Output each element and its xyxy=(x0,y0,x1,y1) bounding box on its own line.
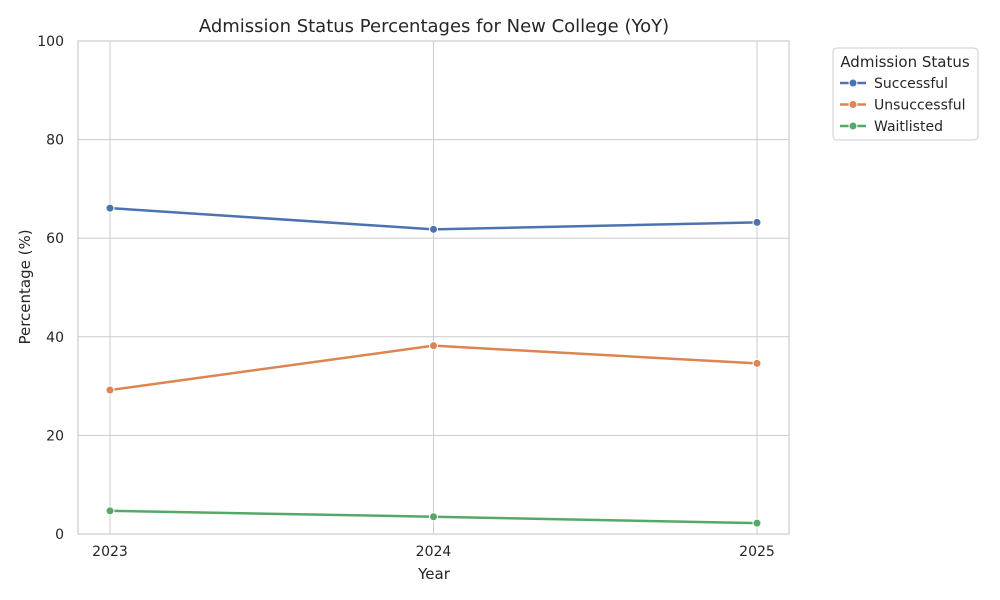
legend-label: Successful xyxy=(874,76,948,92)
x-axis-label: Year xyxy=(417,565,451,583)
y-tick-label: 0 xyxy=(55,527,64,543)
chart-title: Admission Status Percentages for New Col… xyxy=(199,16,669,37)
x-tick-label: 2024 xyxy=(416,544,452,560)
data-point xyxy=(429,512,438,522)
legend-entries: Successful Unsuccessful Waitlisted xyxy=(840,76,966,135)
y-tick-label: 60 xyxy=(46,231,64,247)
y-tick-label: 100 xyxy=(37,34,64,50)
data-point xyxy=(752,358,762,368)
data-point xyxy=(105,385,115,395)
y-axis-label: Percentage (%) xyxy=(16,229,34,344)
data-point xyxy=(752,518,762,528)
legend-title: Admission Status xyxy=(840,53,970,71)
tick-layer: 0 20 40 60 80 100 2023 2024 2025 xyxy=(37,34,775,560)
legend-marker xyxy=(848,121,858,131)
legend-label: Unsuccessful xyxy=(874,98,966,114)
data-point xyxy=(105,506,115,516)
legend-marker xyxy=(848,100,858,109)
legend: Admission Status Successful Unsuccessful W… xyxy=(832,47,979,141)
legend-entry-unsuccessful: Unsuccessful xyxy=(840,98,966,114)
y-tick-label: 80 xyxy=(46,133,64,149)
series-successful xyxy=(105,203,762,234)
legend-entry-successful: Successful xyxy=(840,76,948,92)
data-point xyxy=(752,217,762,227)
series-waitlisted xyxy=(105,506,762,528)
y-tick-label: 40 xyxy=(46,330,64,346)
series-layer xyxy=(105,203,762,528)
data-point xyxy=(105,203,115,213)
series-unsuccessful xyxy=(105,341,762,395)
legend-box xyxy=(832,47,979,141)
x-tick-label: 2023 xyxy=(92,544,128,560)
legend-entry-waitlisted: Waitlisted xyxy=(840,119,943,135)
legend-label: Waitlisted xyxy=(874,119,943,135)
y-tick-label: 20 xyxy=(46,428,64,444)
x-tick-label: 2025 xyxy=(739,544,775,560)
data-point xyxy=(429,341,438,351)
legend-marker xyxy=(848,78,858,88)
grid-layer xyxy=(78,40,789,535)
data-point xyxy=(429,224,438,234)
plot-frame xyxy=(77,40,790,535)
